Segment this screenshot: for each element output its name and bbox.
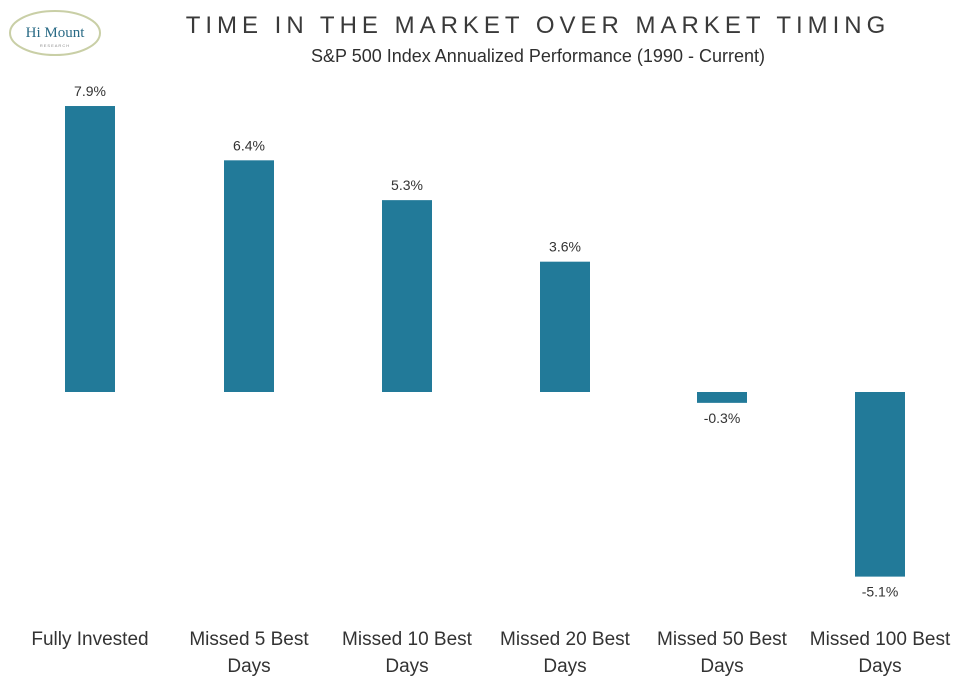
bar-1: [224, 160, 274, 392]
category-label-5-1: Days: [858, 656, 901, 677]
data-label-4: -0.3%: [704, 410, 741, 426]
bar-3: [540, 261, 590, 392]
category-label-4-0: Missed 50 Best: [657, 629, 788, 650]
bar-2: [382, 200, 432, 392]
data-label-1: 6.4%: [233, 137, 265, 153]
chart-title: TIME IN THE MARKET OVER MARKET TIMING: [185, 12, 891, 39]
data-label-0: 7.9%: [74, 83, 106, 99]
category-label-3-1: Days: [543, 656, 586, 677]
bar-4: [697, 392, 747, 403]
category-label-5-0: Missed 100 Best: [810, 629, 951, 650]
logo-emblem: Hi Mount RESEARCH: [9, 10, 101, 56]
category-label-1-0: Missed 5 Best: [189, 629, 309, 650]
logo: Hi Mount RESEARCH: [8, 8, 102, 58]
chart-subtitle: S&P 500 Index Annualized Performance (19…: [311, 46, 765, 66]
category-label-1-1: Days: [227, 656, 270, 677]
category-label-2-0: Missed 10 Best: [342, 629, 473, 650]
logo-text: Hi Mount: [26, 25, 86, 41]
category-label-4-1: Days: [700, 656, 743, 677]
category-label-2-1: Days: [385, 656, 428, 677]
data-label-3: 3.6%: [549, 239, 581, 255]
data-label-5: -5.1%: [862, 584, 899, 600]
bar-5: [855, 392, 905, 577]
category-label-3-0: Missed 20 Best: [500, 629, 631, 650]
bar-0: [65, 106, 115, 393]
data-label-2: 5.3%: [391, 177, 423, 193]
category-label-0-0: Fully Invested: [31, 629, 148, 650]
logo-subtext: RESEARCH: [40, 43, 70, 48]
